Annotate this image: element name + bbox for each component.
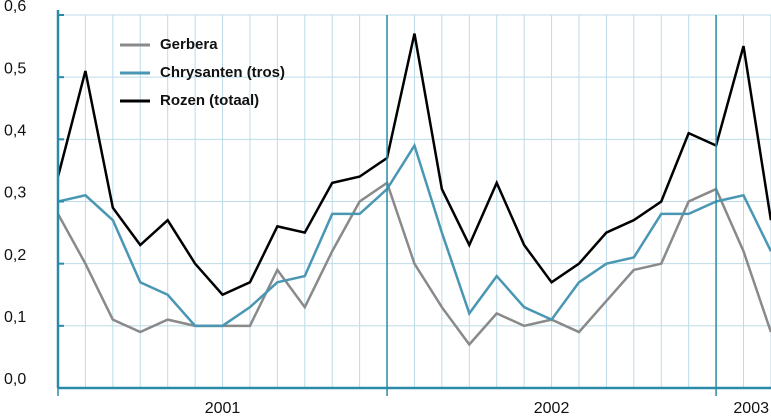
y-tick-label: 0,6 [4,0,26,15]
x-tick-label: 2002 [534,400,570,417]
y-tick-label: 0,2 [4,247,26,264]
line [58,33,771,297]
y-tick-label: 0,5 [4,60,26,77]
y-tick-label: 0,4 [4,123,26,140]
legend-label: Rozen (totaal) [160,92,259,109]
y-tick-label: 0,3 [4,185,26,202]
line [58,142,771,328]
x-tick-label: 2001 [205,400,241,417]
x-tick-label: 2003 [733,400,769,417]
line [58,180,771,347]
y-tick-label: 0,1 [4,309,26,326]
legend-label: Gerbera [160,36,218,53]
y-tick-label: 0,0 [4,371,26,388]
legend-label: Chrysanten (tros) [160,64,285,81]
